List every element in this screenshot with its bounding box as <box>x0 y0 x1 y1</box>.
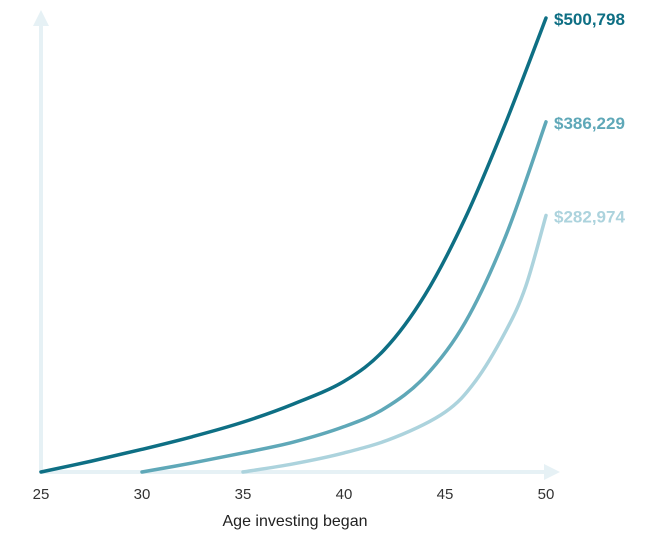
x-axis-title: Age investing began <box>223 513 368 530</box>
x-tick-labels: 25 30 35 40 45 50 <box>33 486 555 503</box>
series-end-label-2: $386,229 <box>554 114 625 133</box>
series-line-3 <box>241 213 548 474</box>
x-tick-label: 35 <box>235 486 252 503</box>
x-tick-label: 45 <box>437 486 454 503</box>
series-layer: $500,798 $386,229 $282,974 <box>39 10 625 474</box>
x-tick-label: 40 <box>336 486 353 503</box>
series-end-label-1: $500,798 <box>554 10 625 29</box>
series-end-label-3: $282,974 <box>554 208 625 227</box>
x-tick-label: 50 <box>538 486 555 503</box>
series-line-1 <box>39 16 548 474</box>
series-line-2 <box>140 120 548 474</box>
x-tick-label: 30 <box>134 486 151 503</box>
x-tick-label: 25 <box>33 486 50 503</box>
